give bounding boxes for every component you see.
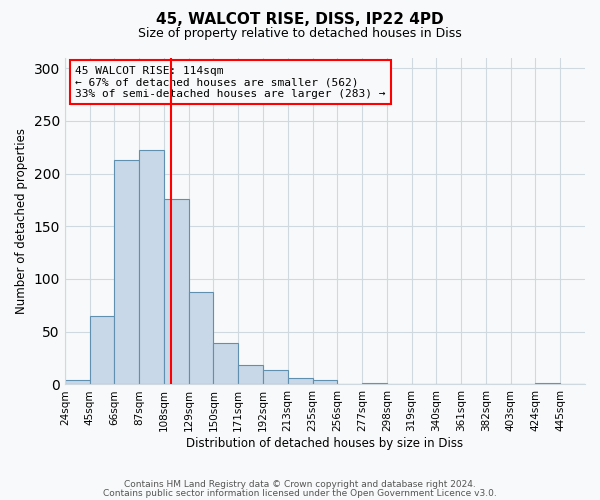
Bar <box>288 378 313 384</box>
Text: 45 WALCOT RISE: 114sqm
← 67% of detached houses are smaller (562)
33% of semi-de: 45 WALCOT RISE: 114sqm ← 67% of detached… <box>75 66 386 99</box>
Bar <box>313 380 337 384</box>
Bar <box>188 292 214 384</box>
Text: Size of property relative to detached houses in Diss: Size of property relative to detached ho… <box>138 28 462 40</box>
Bar <box>238 366 263 384</box>
Bar <box>89 316 115 384</box>
Text: Contains public sector information licensed under the Open Government Licence v3: Contains public sector information licen… <box>103 489 497 498</box>
Text: 45, WALCOT RISE, DISS, IP22 4PD: 45, WALCOT RISE, DISS, IP22 4PD <box>156 12 444 28</box>
Bar <box>164 199 188 384</box>
Bar <box>263 370 288 384</box>
Bar <box>65 380 89 384</box>
Text: Contains HM Land Registry data © Crown copyright and database right 2024.: Contains HM Land Registry data © Crown c… <box>124 480 476 489</box>
X-axis label: Distribution of detached houses by size in Diss: Distribution of detached houses by size … <box>187 437 463 450</box>
Bar <box>139 150 164 384</box>
Bar <box>214 344 238 384</box>
Bar <box>115 160 139 384</box>
Y-axis label: Number of detached properties: Number of detached properties <box>15 128 28 314</box>
